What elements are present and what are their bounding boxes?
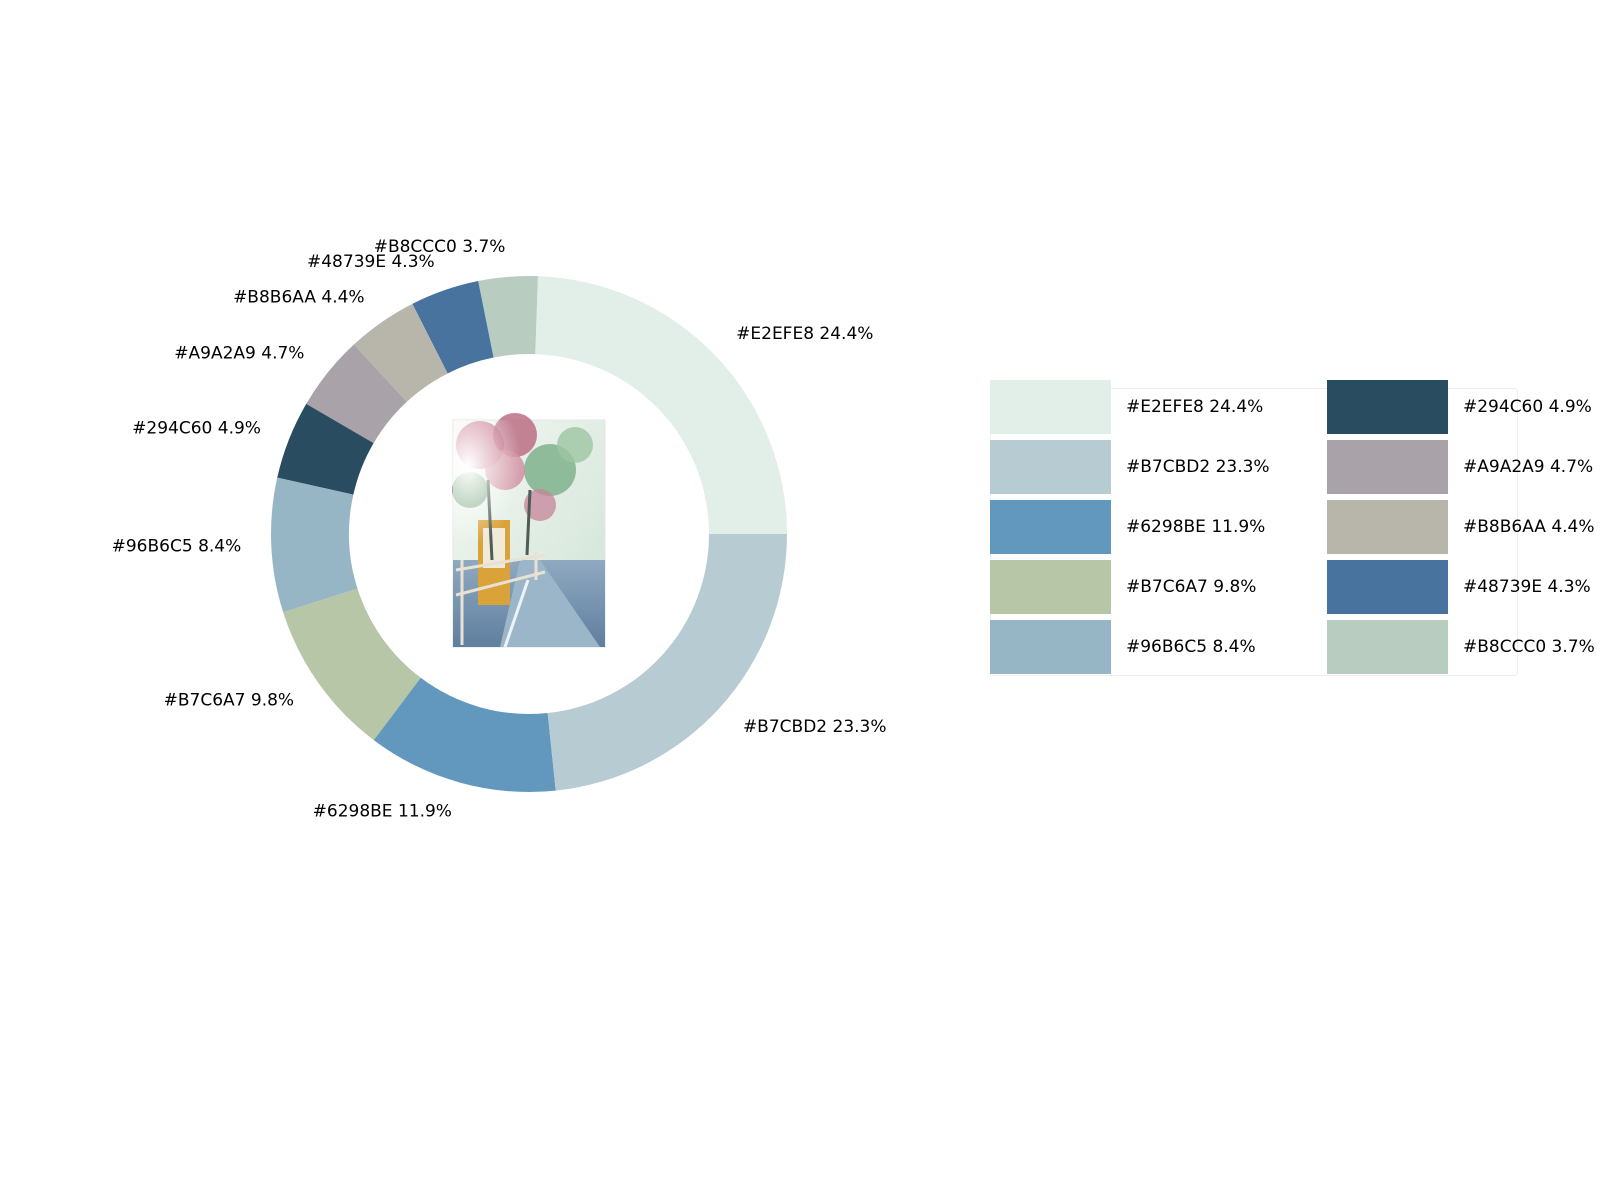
- legend-swatch: [990, 439, 1111, 494]
- legend-label: #A9A2A9 4.7%: [1463, 456, 1594, 477]
- donut-slices: [271, 276, 787, 792]
- slice-b8b6aa: [353, 303, 448, 402]
- legend-item: #B7CBD2 23.3%: [990, 439, 1270, 494]
- legend-label: #E2EFE8 24.4%: [1126, 396, 1264, 417]
- slice-48739e: [412, 281, 494, 374]
- legend-label: #B8B6AA 4.4%: [1463, 516, 1595, 537]
- slice-label: #B7C6A7 9.8%: [164, 691, 294, 711]
- legend-swatch: [990, 499, 1111, 554]
- slice-label: #96B6C5 8.4%: [112, 537, 242, 557]
- slice-b7cbd2: [547, 534, 787, 791]
- legend-swatch: [990, 619, 1111, 674]
- legend-item: #B7C6A7 9.8%: [990, 559, 1256, 614]
- legend-item: #B8B6AA 4.4%: [1327, 499, 1595, 554]
- legend-swatch: [1327, 379, 1448, 434]
- legend-item: #6298BE 11.9%: [990, 499, 1265, 554]
- legend-label: #B7C6A7 9.8%: [1126, 576, 1257, 597]
- legend-swatch: [990, 559, 1111, 614]
- legend-swatch: [1327, 559, 1448, 614]
- legend-swatch: [1327, 619, 1448, 674]
- slice-label: #294C60 4.9%: [132, 419, 261, 439]
- legend-swatch: [990, 379, 1111, 434]
- legend-item: #48739E 4.3%: [1327, 559, 1591, 614]
- legend-swatch: [1327, 499, 1448, 554]
- legend-label: #B7CBD2 23.3%: [1126, 456, 1270, 477]
- slice-b7c6a7: [283, 588, 421, 741]
- slice-e2efe8: [535, 276, 787, 534]
- slice-6298be: [373, 677, 556, 792]
- legend-label: #294C60 4.9%: [1463, 396, 1592, 417]
- legend-item: #96B6C5 8.4%: [990, 619, 1256, 674]
- slice-labels: #E2EFE8 24.4% #B8CCC0 3.7%#48739E 4.3% #B8…: [112, 237, 887, 822]
- slice-294c60: [277, 403, 374, 495]
- legend-item: #294C60 4.9%: [1327, 379, 1592, 434]
- slice-label: #A9A2A9 4.7%: [174, 344, 304, 364]
- legend-item: #B8CCC0 3.7%: [1327, 619, 1595, 674]
- slice-label: #B8CCC0 3.7%: [374, 237, 506, 257]
- legend: #E2EFE8 24.4% #B7CBD2 23.3% #6298BE 11.9% #…: [990, 379, 1595, 676]
- slice-label: #B8B6AA 4.4%: [233, 288, 365, 308]
- legend-label: #96B6C5 8.4%: [1126, 636, 1256, 657]
- center-photo: [452, 413, 606, 648]
- legend-item: #E2EFE8 24.4%: [990, 379, 1263, 434]
- slice-label: #E2EFE8 24.4%: [736, 324, 873, 344]
- slice-a9a2a9: [306, 344, 407, 444]
- legend-label: #48739E 4.3%: [1463, 576, 1591, 597]
- slice-label: #6298BE 11.9%: [313, 802, 452, 822]
- legend-item: #A9A2A9 4.7%: [1327, 439, 1593, 494]
- legend-label: #6298BE 11.9%: [1126, 516, 1266, 537]
- slice-96b6c5: [271, 477, 358, 613]
- slice-b8ccc0: [478, 276, 538, 358]
- legend-swatch: [1327, 439, 1448, 494]
- legend-label: #B8CCC0 3.7%: [1463, 636, 1595, 657]
- slice-label: #B7CBD2 23.3%: [743, 717, 887, 737]
- slice-label: #48739E 4.3%: [307, 252, 435, 272]
